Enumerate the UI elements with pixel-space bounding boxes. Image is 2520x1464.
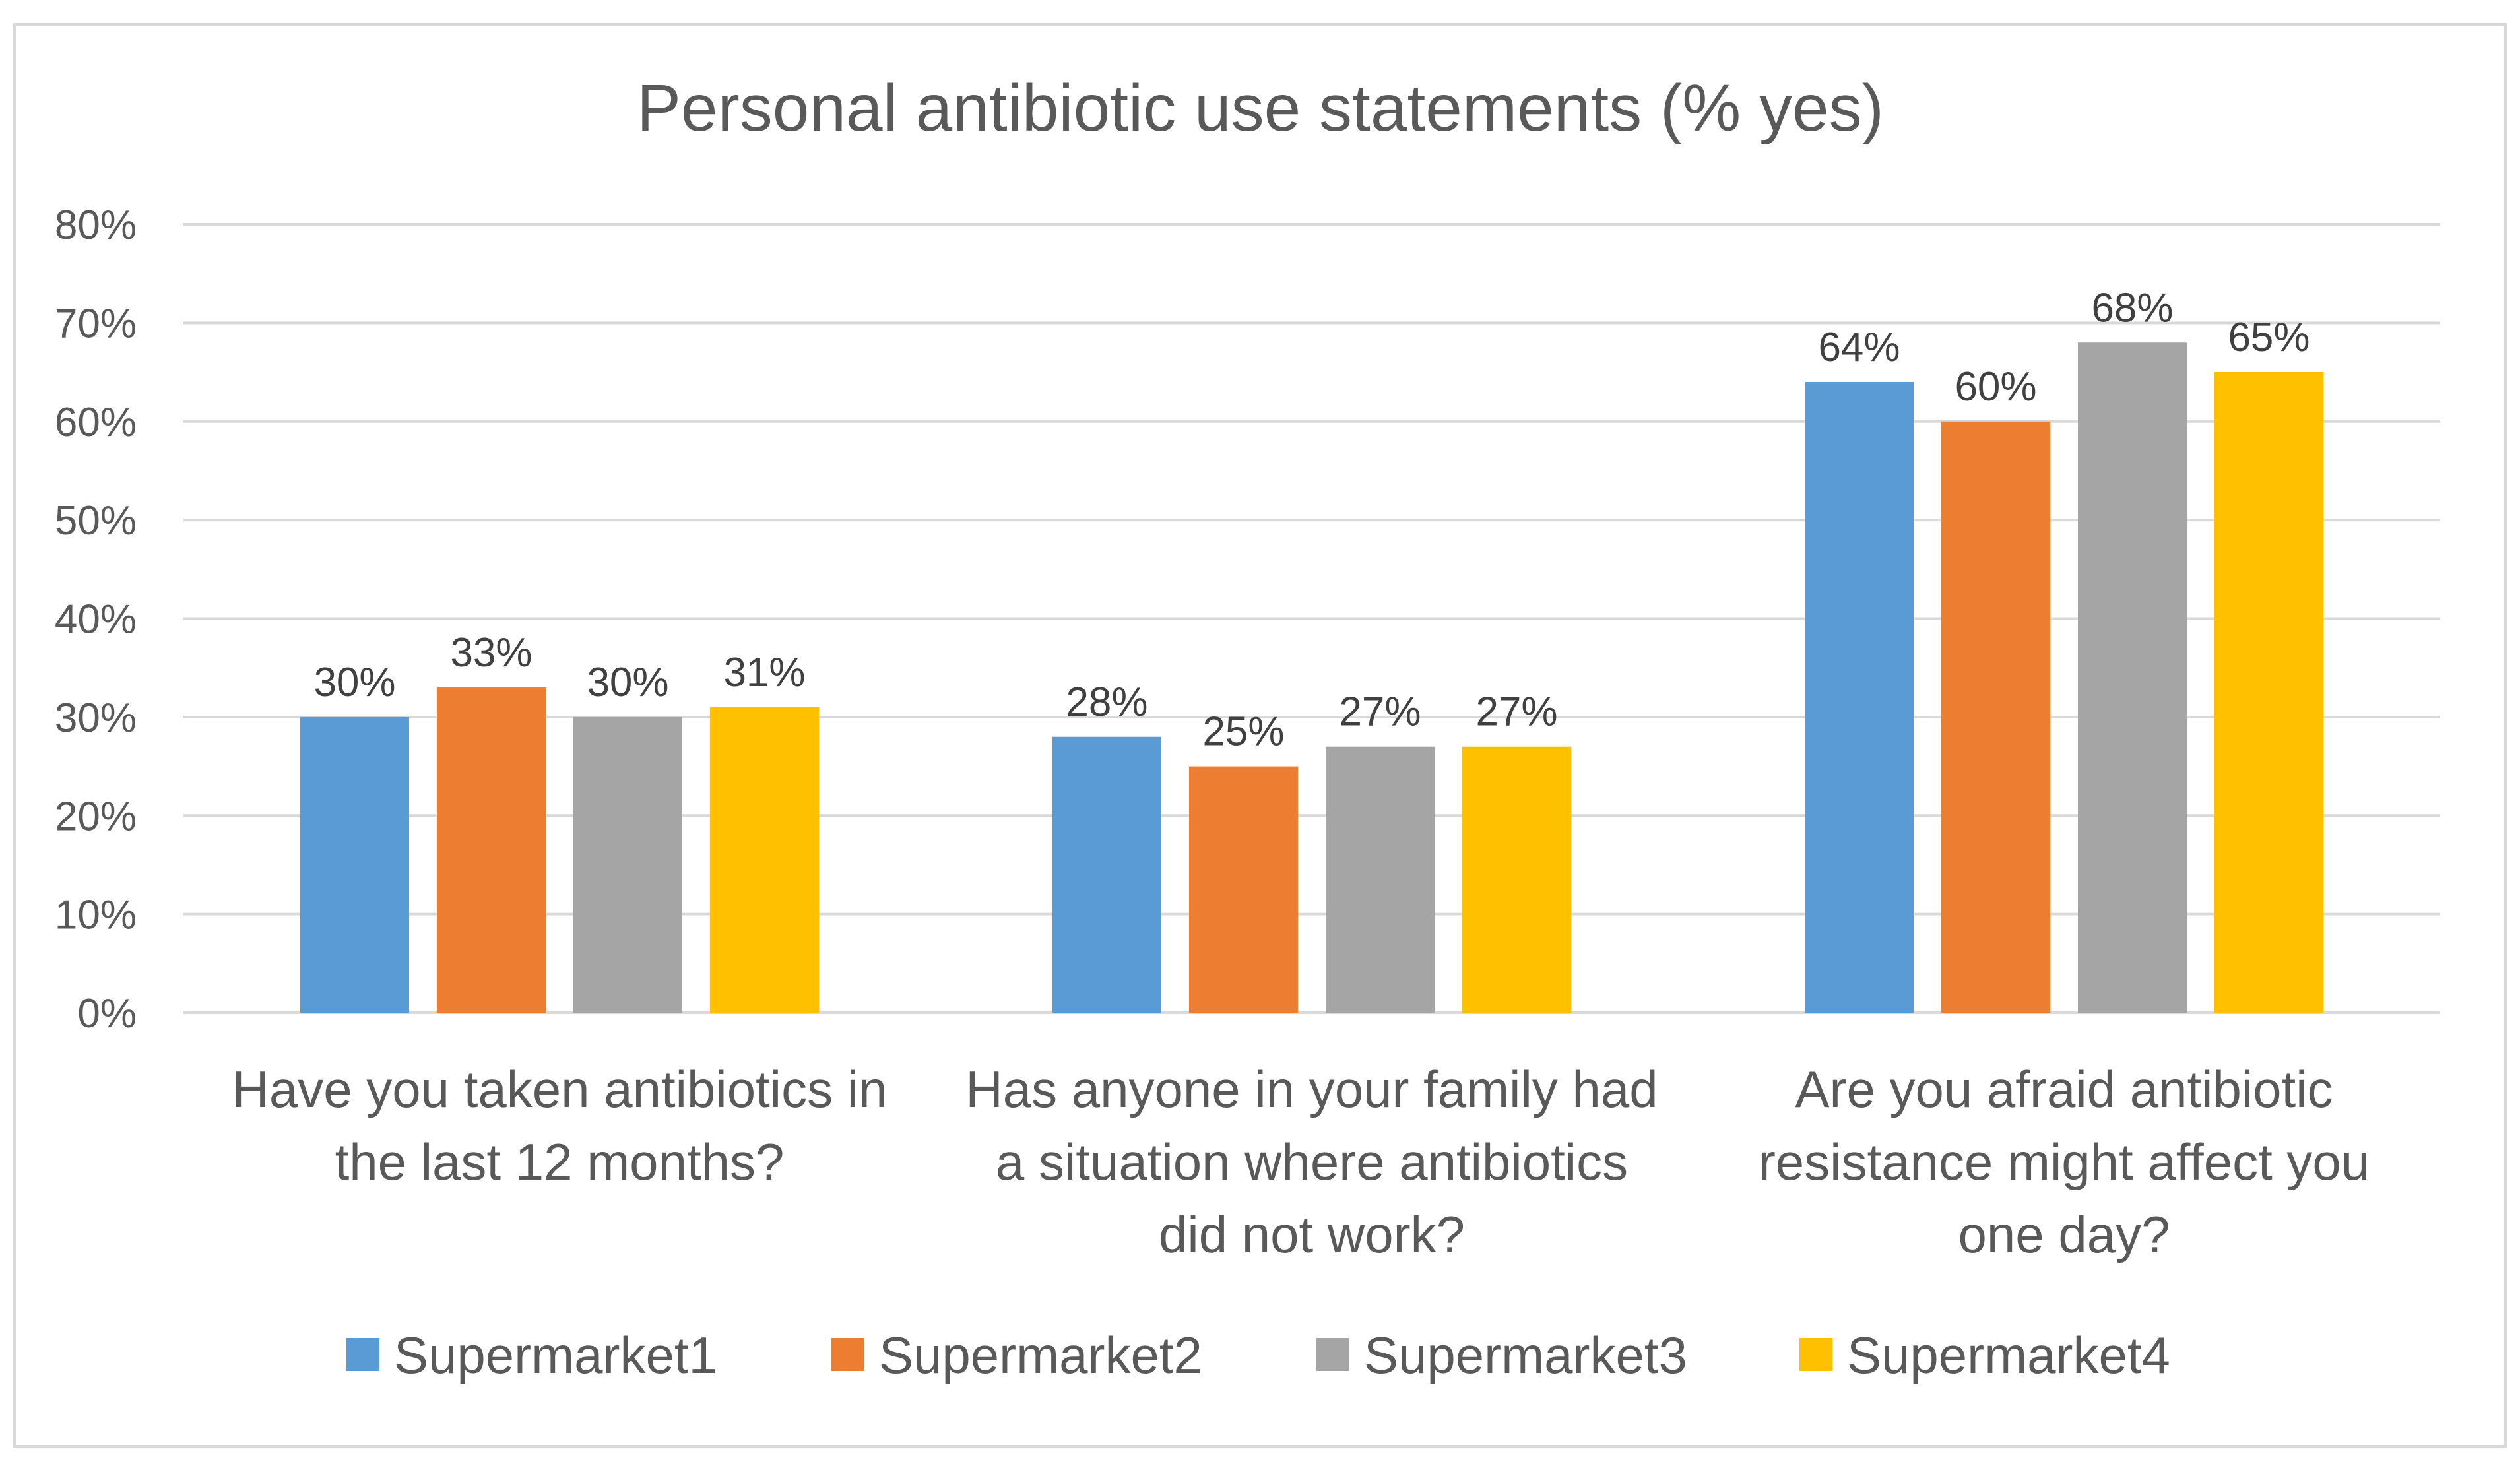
bar-supermarket3-cat1 bbox=[573, 716, 682, 1013]
y-tick-label: 60% bbox=[55, 400, 137, 445]
y-tick-label: 40% bbox=[55, 597, 137, 643]
legend-label: Supermarket4 bbox=[1847, 1326, 2170, 1384]
bar-supermarket1-cat3 bbox=[1805, 382, 1914, 1013]
data-label: 31% bbox=[723, 650, 805, 695]
data-label: 33% bbox=[450, 630, 532, 676]
data-label: 25% bbox=[1202, 709, 1284, 755]
bar-supermarket1-cat1 bbox=[300, 716, 409, 1013]
legend-swatch bbox=[1799, 1338, 1832, 1371]
x-category-label: resistance might affect you bbox=[1759, 1133, 2370, 1191]
data-label: 68% bbox=[2091, 285, 2173, 331]
x-axis-categories: Have you taken antibiotics in the last 12… bbox=[232, 1060, 2370, 1263]
bar-supermarket2-cat3 bbox=[1941, 421, 2050, 1013]
data-label: 60% bbox=[1955, 364, 2036, 410]
x-category-label: Has anyone in your family had bbox=[965, 1060, 1658, 1118]
y-tick-label: 50% bbox=[55, 498, 137, 544]
legend-item-supermarket4: Supermarket4 bbox=[1799, 1326, 2170, 1384]
legend-item-supermarket3: Supermarket3 bbox=[1316, 1326, 1687, 1384]
bar-supermarket3-cat2 bbox=[1326, 746, 1435, 1013]
y-axis-ticks: 0% 10% 20% 30% 40% 50% 60% 70% 80% bbox=[55, 203, 137, 1036]
x-category-label: one day? bbox=[1958, 1205, 2170, 1263]
legend-label: Supermarket1 bbox=[394, 1326, 717, 1384]
data-label: 27% bbox=[1339, 689, 1421, 735]
legend-label: Supermarket2 bbox=[879, 1326, 1202, 1384]
y-tick-label: 70% bbox=[55, 301, 137, 346]
data-labels: 30% 33% 30% 31% 28% 25% 27% 27% 64% 60% 68% 65% bbox=[313, 285, 2310, 754]
bar-supermarket2-cat1 bbox=[437, 687, 546, 1013]
bar-supermarket4-cat3 bbox=[2214, 372, 2323, 1013]
legend-swatch bbox=[346, 1338, 379, 1371]
x-category-label: Are you afraid antibiotic bbox=[1795, 1060, 2333, 1118]
x-category-label: did not work? bbox=[1159, 1205, 1465, 1263]
bar-supermarket4-cat2 bbox=[1462, 746, 1571, 1013]
x-category-label: Have you taken antibiotics in bbox=[232, 1060, 888, 1118]
data-label: 27% bbox=[1475, 689, 1557, 735]
y-tick-label: 0% bbox=[77, 991, 137, 1036]
x-category-label: a situation where antibiotics bbox=[996, 1133, 1628, 1191]
x-category-label: the last 12 months? bbox=[335, 1133, 785, 1191]
data-label: 65% bbox=[2228, 315, 2310, 360]
y-tick-label: 20% bbox=[55, 794, 137, 839]
legend-swatch bbox=[1316, 1338, 1349, 1371]
y-tick-label: 10% bbox=[55, 893, 137, 938]
bar-supermarket3-cat3 bbox=[2078, 342, 2187, 1013]
bars bbox=[300, 342, 2323, 1013]
data-label: 64% bbox=[1818, 325, 1900, 370]
data-label: 28% bbox=[1066, 680, 1147, 725]
gridlines bbox=[183, 223, 2440, 1014]
legend-item-supermarket1: Supermarket1 bbox=[346, 1326, 717, 1384]
data-label: 30% bbox=[313, 660, 395, 705]
legend-swatch bbox=[831, 1338, 864, 1371]
y-tick-label: 80% bbox=[55, 203, 137, 248]
chart-title: Personal antibiotic use statements (% ye… bbox=[637, 71, 1884, 145]
y-tick-label: 30% bbox=[55, 695, 137, 741]
bar-supermarket4-cat1 bbox=[710, 707, 819, 1013]
legend-item-supermarket2: Supermarket2 bbox=[831, 1326, 1202, 1384]
bar-supermarket2-cat2 bbox=[1189, 766, 1298, 1013]
bar-supermarket1-cat2 bbox=[1052, 736, 1161, 1013]
legend-label: Supermarket3 bbox=[1364, 1326, 1687, 1384]
data-label: 30% bbox=[587, 660, 668, 705]
legend: Supermarket1 Supermarket2 Supermarket3 Supe… bbox=[346, 1326, 2170, 1384]
